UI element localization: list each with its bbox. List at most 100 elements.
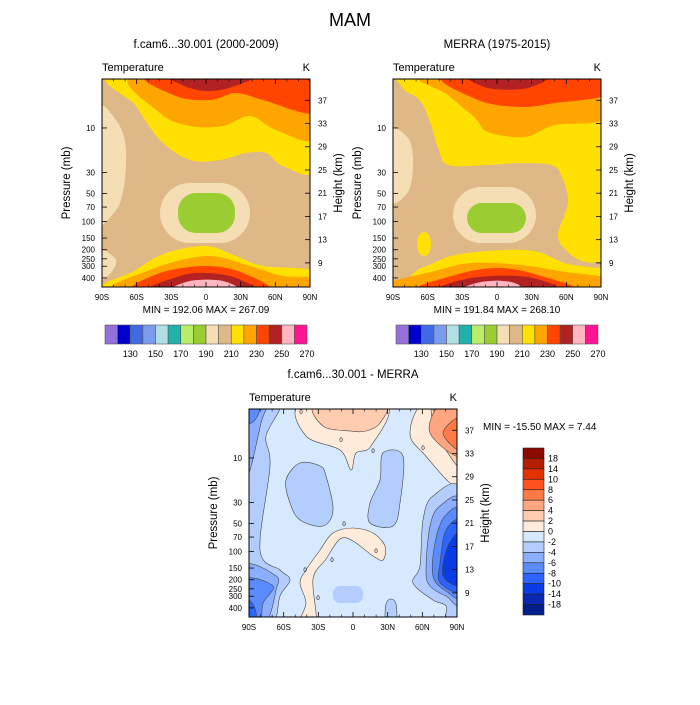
x-tick-label: 90S xyxy=(95,293,109,302)
right-string: K xyxy=(450,392,458,404)
left-string: Temperature xyxy=(102,62,164,74)
y-tick-label: 250 xyxy=(82,255,96,264)
contour-field xyxy=(393,79,601,287)
y2-tick-label: 33 xyxy=(465,450,474,459)
colorbar-label: 2 xyxy=(548,516,553,526)
colorbar-label: -18 xyxy=(548,600,561,610)
colorbar-box xyxy=(129,324,144,345)
y2-tick-label: 33 xyxy=(609,120,618,129)
y2-tick-label: 17 xyxy=(465,542,474,551)
region-negative-blob-left xyxy=(285,461,334,527)
colorbar-box xyxy=(180,324,194,345)
x-tick-label: 30S xyxy=(311,623,325,632)
colorbar-label: 6 xyxy=(548,495,553,505)
colorbar-box xyxy=(522,468,545,480)
y-tick-label: 400 xyxy=(373,274,387,283)
region-darkred-top xyxy=(468,79,548,90)
region-yellow-blob xyxy=(417,232,431,256)
colorbar-box xyxy=(408,324,422,345)
contour-line-label: 0 xyxy=(339,438,343,444)
colorbar-box xyxy=(484,324,498,345)
y-tick-label: 150 xyxy=(82,234,96,243)
colorbar-label: 170 xyxy=(173,349,188,359)
colorbar-box xyxy=(104,324,118,345)
region-pink-bottom xyxy=(173,279,238,287)
colorbar-box xyxy=(433,324,447,345)
y-axis-label: Pressure (mb) xyxy=(208,476,220,549)
y2-axis-label: Height (km) xyxy=(624,153,636,213)
right-string: K xyxy=(303,62,311,74)
colorbar-label: 18 xyxy=(548,453,558,463)
colorbar-box xyxy=(572,324,586,345)
min-max-text: MIN = -15.50 MAX = 7.44 xyxy=(483,422,597,433)
y2-tick-label: 13 xyxy=(465,566,474,575)
x-tick-label: 0 xyxy=(495,293,500,302)
colorbar-box xyxy=(395,324,409,345)
colorbar-label: 270 xyxy=(299,349,314,359)
colorbar-box xyxy=(509,324,523,345)
colorbar-label: -6 xyxy=(548,558,556,568)
y2-tick-label: 25 xyxy=(465,496,474,505)
region-wheat-bottom-left xyxy=(102,249,117,280)
y-tick-label: 50 xyxy=(377,189,386,198)
y2-tick-label: 9 xyxy=(609,259,614,268)
y-tick-label: 400 xyxy=(82,274,96,283)
colorbar-box xyxy=(585,324,599,345)
colorbar-box xyxy=(534,324,548,345)
y-tick-label: 300 xyxy=(229,592,243,601)
colorbar-box xyxy=(117,324,131,345)
y-tick-label: 10 xyxy=(86,124,95,133)
colorbar-box xyxy=(522,572,545,584)
x-tick-label: 60N xyxy=(268,293,283,302)
x-tick-label: 30S xyxy=(164,293,178,302)
colorbar-box xyxy=(522,447,545,459)
colorbar-box xyxy=(522,520,545,532)
colorbar-box xyxy=(522,499,545,511)
y-tick-label: 250 xyxy=(373,255,387,264)
y2-tick-label: 21 xyxy=(609,189,618,198)
y2-axis-label: Height (km) xyxy=(480,483,492,543)
x-tick-label: 0 xyxy=(204,293,209,302)
colorbar-label: 130 xyxy=(414,349,429,359)
x-tick-label: 90N xyxy=(450,623,465,632)
colorbar-box xyxy=(471,324,485,345)
region-orangered-top xyxy=(144,79,310,114)
y-tick-label: 50 xyxy=(233,519,242,528)
region-orangered-top xyxy=(440,79,601,108)
region-positive-streak xyxy=(299,527,386,617)
y2-tick-label: 29 xyxy=(465,473,474,482)
y-tick-label: 200 xyxy=(82,246,96,255)
y2-tick-label: 9 xyxy=(465,589,470,598)
y-tick-label: 250 xyxy=(229,585,243,594)
colorbar-label: 150 xyxy=(148,349,163,359)
colorbar-label: -4 xyxy=(548,547,556,557)
contour-line-label: 0 xyxy=(316,596,320,602)
region-negative-left-4 xyxy=(249,409,267,474)
colorbar-box xyxy=(522,552,545,564)
colorbar-box xyxy=(521,324,536,345)
y-axis-label: Pressure (mb) xyxy=(352,146,364,219)
region-pink-bottom xyxy=(464,280,523,287)
y-tick-label: 150 xyxy=(373,234,387,243)
colorbar-box xyxy=(142,324,156,345)
y2-tick-label: 13 xyxy=(318,236,327,245)
y2-tick-label: 13 xyxy=(609,236,618,245)
colorbar-box xyxy=(496,324,510,345)
colorbar-label: 190 xyxy=(198,349,213,359)
colorbar-label: -14 xyxy=(548,589,561,599)
region-wheat-left xyxy=(393,127,413,204)
contour-line-label: 0 xyxy=(371,449,375,455)
region-negative-topleft-6 xyxy=(249,409,261,425)
colorbar-box xyxy=(446,324,460,345)
y2-tick-label: 9 xyxy=(318,259,323,268)
colorbar-box xyxy=(522,541,545,553)
y-tick-label: 400 xyxy=(229,604,243,613)
x-tick-label: 30S xyxy=(455,293,469,302)
contour-line-label: 0 xyxy=(421,446,425,452)
y2-tick-label: 17 xyxy=(318,212,327,221)
x-tick-label: 60S xyxy=(130,293,144,302)
y-tick-label: 30 xyxy=(86,169,95,178)
region-negative-blob-right xyxy=(367,449,405,528)
